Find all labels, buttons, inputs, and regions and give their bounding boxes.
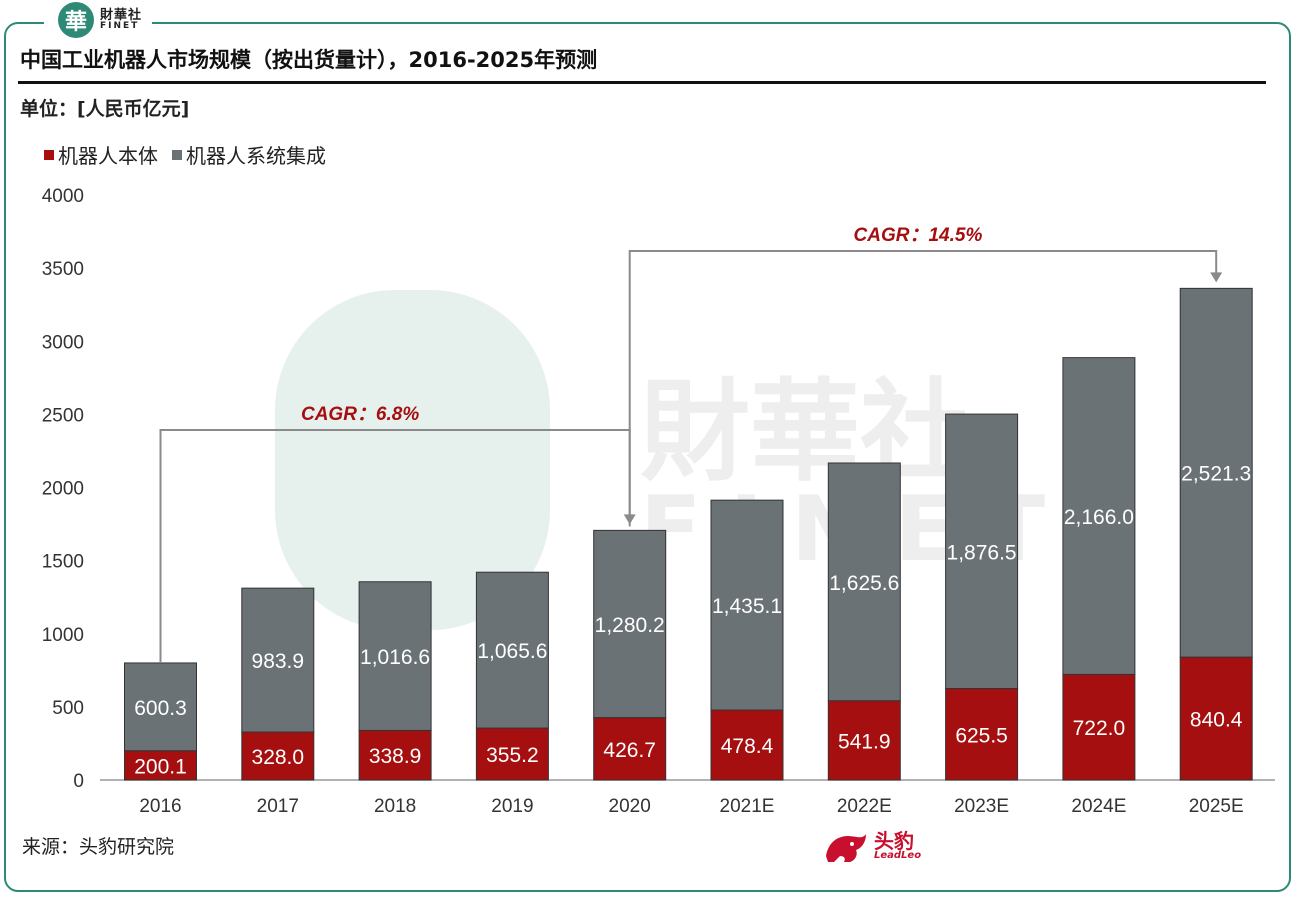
data-label-body: 355.2 — [486, 744, 539, 767]
data-label-body: 328.0 — [252, 746, 305, 769]
bar-segment-body — [241, 731, 315, 781]
bar-segment-integration — [593, 529, 667, 719]
data-label-body: 426.7 — [603, 739, 656, 762]
bar-segment-integration — [358, 581, 432, 731]
legend-item-integration: 机器人系统集成 — [172, 140, 326, 169]
bar-segment-body — [1179, 656, 1253, 781]
bar-segment-body — [710, 709, 784, 781]
bar-segment-body — [124, 750, 197, 781]
x-tick-label: 2022E — [837, 796, 892, 817]
data-label-body: 541.9 — [838, 730, 891, 753]
data-label-integration: 1,016.6 — [360, 646, 430, 669]
data-label-integration: 2,166.0 — [1064, 506, 1134, 529]
data-label-integration: 1,876.5 — [947, 541, 1017, 564]
chart-frame — [4, 22, 1291, 892]
y-tick-label: 500 — [52, 698, 84, 719]
brand-cn-text: 头豹 — [874, 829, 914, 853]
bar-segment-integration — [710, 499, 784, 711]
unit-label: 单位：[人民币亿元] — [20, 98, 190, 120]
data-label-integration: 1,435.1 — [712, 595, 782, 618]
x-tick-label: 2024E — [1071, 796, 1126, 817]
brand-en-text: LeadLeo — [874, 850, 922, 861]
bar-segment-body — [358, 729, 432, 781]
data-label-integration: 1,625.6 — [829, 572, 899, 595]
data-label-body: 625.5 — [955, 724, 1008, 747]
data-label-integration: 1,065.6 — [477, 640, 547, 663]
data-label-integration: 600.3 — [134, 697, 187, 720]
finet-logo-icon: 華 — [58, 2, 94, 38]
cagr-label: CAGR：14.5% — [854, 225, 983, 246]
cagr-label: CAGR：6.8% — [301, 404, 419, 425]
y-tick-label: 3500 — [42, 259, 84, 280]
legend-swatch-integration — [172, 149, 182, 160]
leadleo-brand: 头豹 LeadLeo — [822, 826, 921, 866]
legend: 机器人本体 机器人系统集成 — [44, 140, 340, 169]
legend-label-integration: 机器人系统集成 — [186, 144, 326, 168]
legend-item-body: 机器人本体 — [44, 140, 158, 169]
bar-segment-integration — [241, 587, 315, 733]
finet-logo: 華 財華社 FINET — [44, 0, 153, 40]
legend-swatch-body — [44, 149, 54, 160]
bar-segment-integration — [124, 662, 197, 752]
data-label-body: 478.4 — [721, 735, 774, 758]
bar-segment-body — [827, 700, 901, 781]
data-label-body: 722.0 — [1073, 717, 1126, 740]
cagr-bracket — [628, 250, 1218, 527]
data-label-body: 338.9 — [369, 745, 422, 768]
bar-segment-body — [475, 727, 549, 781]
logo-cn-text: 財華社 — [100, 8, 143, 23]
y-tick-label: 2000 — [42, 479, 84, 500]
y-tick-label: 3000 — [42, 332, 84, 353]
chart-title: 中国工业机器人市场规模（按出货量计），2016-2025年预测 — [20, 48, 598, 72]
y-tick-label: 2500 — [42, 405, 84, 426]
bar-segment-body — [593, 717, 667, 781]
watermark-cn: 財華社 — [640, 368, 970, 496]
x-tick-label: 2016 — [139, 796, 181, 817]
data-label-integration: 2,521.3 — [1181, 463, 1251, 486]
y-tick-label: 1500 — [42, 552, 84, 573]
data-label-integration: 1,280.2 — [595, 614, 665, 637]
cagr-arrowhead — [1210, 272, 1223, 283]
logo-en-text: FINET — [100, 21, 140, 31]
data-label-body: 840.4 — [1190, 709, 1243, 732]
y-tick-label: 1000 — [42, 625, 84, 646]
x-tick-label: 2020 — [609, 796, 651, 817]
x-tick-label: 2019 — [491, 796, 533, 817]
y-tick-label: 0 — [73, 771, 84, 792]
bar-segment-integration — [475, 571, 549, 729]
x-tick-label: 2018 — [374, 796, 416, 817]
bar-segment-integration — [945, 413, 1019, 690]
bar-segment-integration — [1179, 287, 1253, 658]
data-label-integration: 983.9 — [252, 650, 305, 673]
source-note: 来源：头豹研究院 — [22, 836, 175, 858]
bar-segment-integration — [1062, 357, 1136, 675]
bar-segment-body — [945, 688, 1019, 781]
title-divider — [18, 81, 1266, 84]
leopard-icon — [826, 834, 866, 862]
y-tick-label: 4000 — [42, 186, 84, 207]
x-tick-label: 2025E — [1189, 796, 1244, 817]
x-tick-label: 2017 — [257, 796, 299, 817]
data-label-body: 200.1 — [134, 755, 187, 778]
legend-label-body: 机器人本体 — [58, 144, 158, 168]
bar-segment-integration — [827, 462, 901, 702]
x-tick-label: 2021E — [720, 796, 775, 817]
x-tick-label: 2023E — [954, 796, 1009, 817]
